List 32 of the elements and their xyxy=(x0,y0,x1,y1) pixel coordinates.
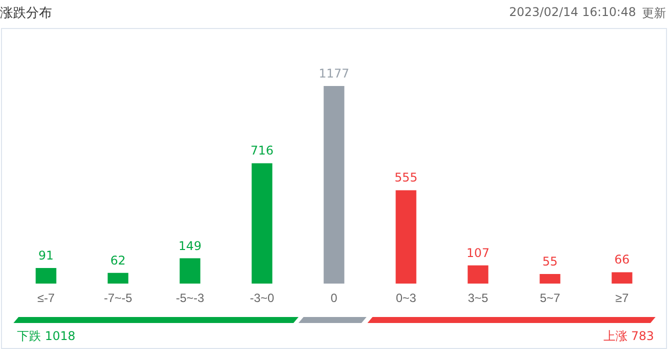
x-tick-label: 5~7 xyxy=(540,291,560,306)
bar xyxy=(468,265,488,284)
text: 上涨 783 xyxy=(603,328,654,345)
bar xyxy=(252,163,272,284)
x-tick-label: ≥7 xyxy=(615,291,629,306)
x-tick-label: ≤-7 xyxy=(37,291,55,306)
data-label: 1177 xyxy=(318,66,350,80)
bar xyxy=(396,190,416,284)
data-label: 66 xyxy=(614,252,630,267)
x-tick-label: -5~-3 xyxy=(176,291,204,306)
data-label: 555 xyxy=(394,170,418,185)
data-label: 91 xyxy=(38,248,54,262)
x-tick-label: 0~3 xyxy=(396,291,416,306)
x-tick-label: 3~5 xyxy=(468,291,488,306)
bar xyxy=(540,274,560,284)
data-label: 107 xyxy=(466,246,490,260)
text: 下跌 1018 xyxy=(17,328,76,345)
x-tick-label: -3~0 xyxy=(250,291,274,306)
bar xyxy=(108,272,128,284)
data-label: 716 xyxy=(250,144,274,158)
data-label: 55 xyxy=(542,254,558,269)
bar xyxy=(36,268,56,284)
text: 更新 xyxy=(642,5,666,22)
chart-subtitle: 2023/02/14 16:10:48 xyxy=(509,5,636,19)
x-tick-label: 0 xyxy=(330,291,338,306)
bar xyxy=(180,258,200,284)
x-tick-label: -7~-5 xyxy=(104,291,132,306)
data-label: 149 xyxy=(178,238,202,253)
bar xyxy=(612,272,632,284)
bar xyxy=(324,86,344,284)
data-label: 62 xyxy=(110,253,126,268)
chart-title: 涨跌分布 xyxy=(0,5,52,22)
